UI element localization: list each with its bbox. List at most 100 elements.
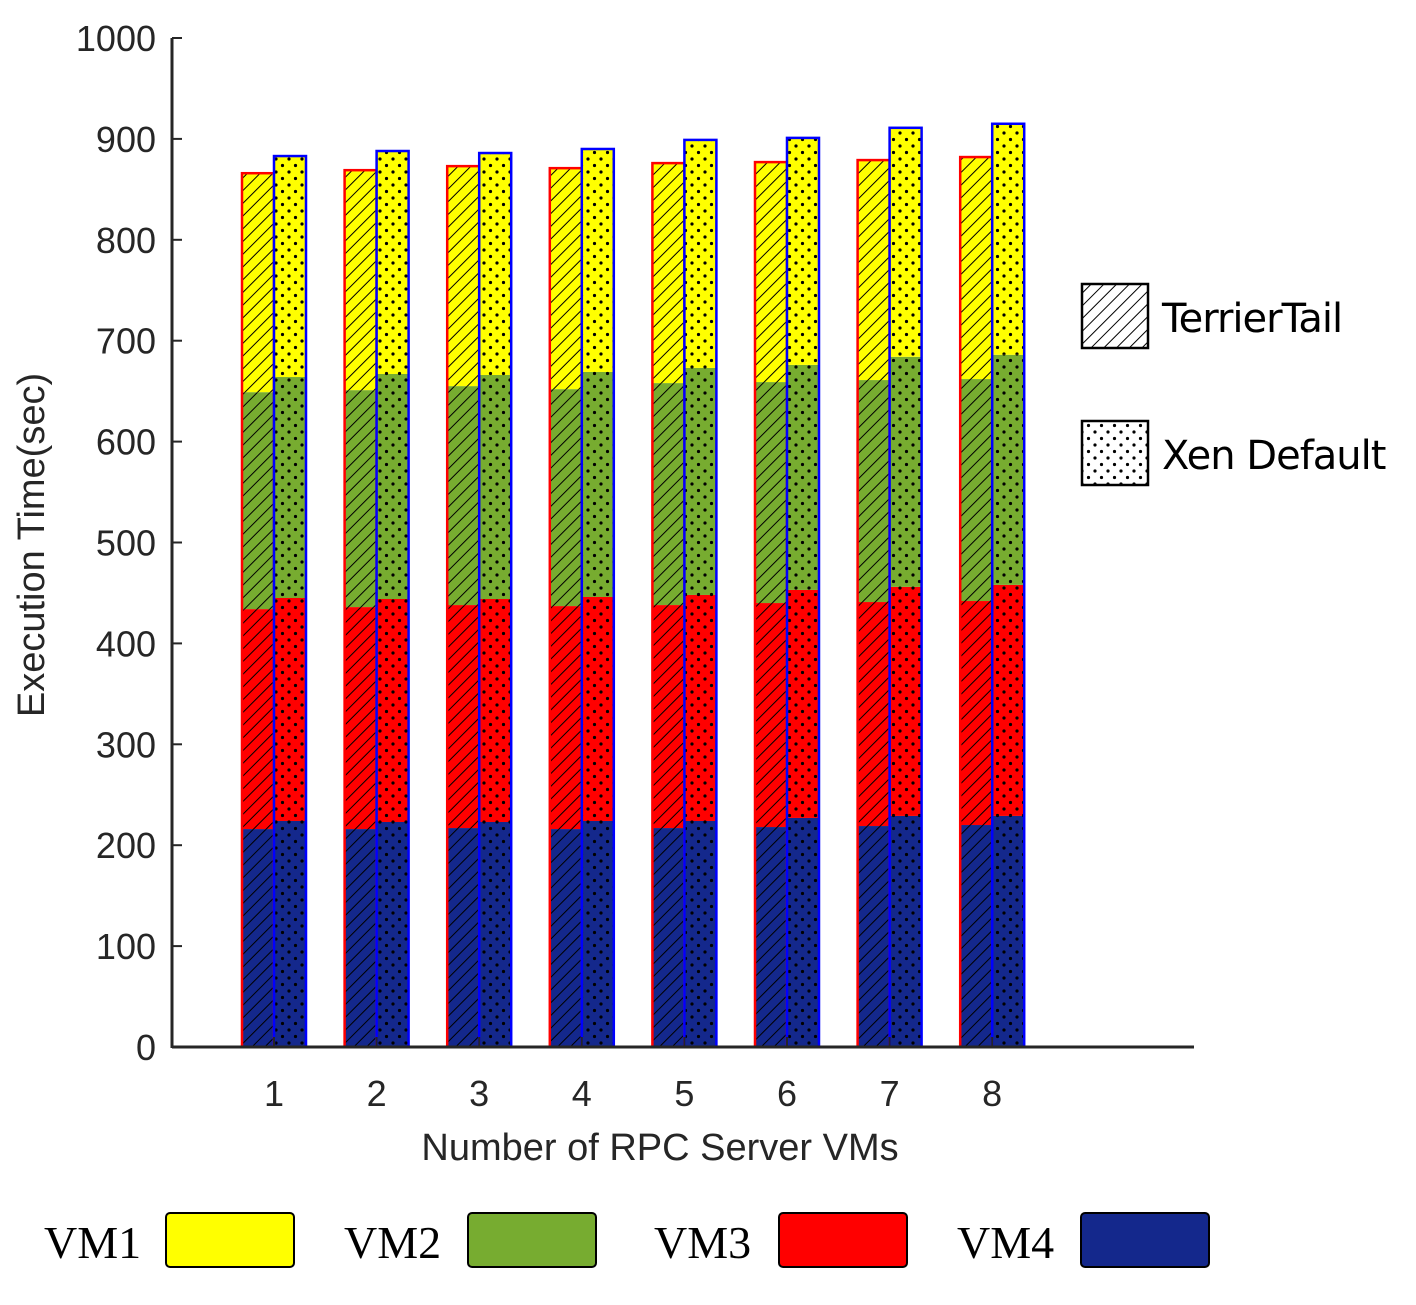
bar-pattern-vm2 [684,367,717,595]
y-axis-title: Execution Time(sec) [11,373,53,717]
bar-pattern-vm1 [960,157,993,380]
bar-pattern-vm2 [447,386,480,606]
legend-label: Xen Default [1162,433,1386,479]
legend-label: TerrierTail [1161,296,1342,342]
x-tick-label: 6 [777,1073,797,1114]
bar-pattern-vm2 [274,377,306,598]
bar-pattern-vm3 [992,584,1025,816]
bar-pattern-vm4 [242,829,274,1047]
bar-pattern-vm1 [652,163,685,384]
bar-pattern-vm4 [549,829,582,1047]
legend-swatch-vm2 [467,1212,597,1268]
bar-pattern-vm2 [479,375,512,600]
bar-pattern-vm4 [992,815,1025,1047]
bar-pattern-vm4 [684,820,717,1047]
legend-swatch-vm1 [165,1212,295,1268]
bar-pattern-vm3 [857,602,890,827]
bar-pattern-vm1 [549,168,582,390]
bar-pattern-vm3 [242,609,274,830]
y-tick-label: 1000 [76,18,156,59]
legend-label: VM3 [654,1217,751,1268]
y-tick-label: 700 [96,321,156,362]
bar-pattern-vm3 [755,603,787,828]
y-tick-label: 900 [96,119,156,160]
x-tick-label: 8 [982,1073,1002,1114]
bar-pattern-vm2 [992,354,1025,585]
bar-pattern-vm2 [652,383,685,606]
bar-pattern-vm3 [274,597,306,821]
bar-pattern-vm3 [447,605,480,829]
bar-pattern-vm4 [479,821,512,1047]
bar-pattern-vm1 [447,166,480,387]
legend-swatch-vm3 [778,1212,908,1268]
x-tick-label: 2 [367,1073,387,1114]
legend-swatch-vm4 [1080,1212,1210,1268]
y-tick-label: 800 [96,220,156,261]
y-tick-label: 400 [96,623,156,664]
bar-pattern-vm4 [376,821,409,1047]
bars-layer [240,122,1026,1049]
y-tick-label: 0 [136,1027,156,1068]
bar-pattern-vm1 [376,151,409,374]
legend-swatch-dots [1080,419,1150,487]
x-tick-label: 1 [264,1073,284,1114]
legend-label: VM4 [957,1217,1054,1268]
y-ticks: 0 100 200 300 400 500 600 700 800 900 1000 [76,18,182,1068]
x-tick-label: 3 [469,1073,489,1114]
bar-pattern-vm4 [960,825,993,1047]
bar-pattern-vm3 [581,596,614,821]
bar-pattern-vm3 [344,607,377,830]
y-tick-label: 200 [96,825,156,866]
bar-pattern-vm2 [960,379,993,602]
bar-pattern-vm2 [242,392,274,610]
bar-pattern-vm4 [889,815,922,1047]
pattern-legend: TerrierTail Xen Default [1080,282,1387,487]
x-ticks: 1 2 3 4 5 6 7 8 [264,1037,1002,1114]
bar-pattern-vm2 [857,380,890,603]
bar-pattern-vm2 [889,356,922,587]
bar-pattern-vm4 [274,820,306,1047]
bar-pattern-vm2 [787,364,819,590]
bar-pattern-vm1 [242,173,274,393]
y-tick-label: 500 [96,523,156,564]
legend-label: VM1 [44,1217,141,1268]
bar-pattern-vm1 [889,127,922,357]
bar-pattern-vm4 [344,829,377,1047]
y-tick-label: 100 [96,926,156,967]
bar-pattern-vm3 [684,594,717,821]
bar-pattern-vm1 [857,160,890,381]
bar-pattern-vm3 [376,599,409,822]
x-tick-label: 7 [880,1073,900,1114]
bar-pattern-vm4 [787,817,819,1047]
bar-pattern-vm4 [581,820,614,1047]
bar-pattern-vm2 [581,371,614,597]
bar-pattern-vm1 [344,170,377,391]
color-legend: VM1 VM2 VM3 VM4 [44,1212,1210,1268]
legend-swatch-hatch [1080,282,1150,350]
bar-pattern-vm3 [889,586,922,816]
bar-pattern-vm2 [376,373,409,600]
x-tick-label: 4 [572,1073,592,1114]
bar-pattern-vm1 [755,162,787,383]
bar-pattern-vm4 [652,828,685,1047]
y-tick-label: 600 [96,422,156,463]
bar-pattern-vm2 [344,390,377,608]
bar-pattern-vm2 [549,389,582,607]
bar-pattern-vm1 [684,139,717,368]
bar-pattern-vm3 [787,589,819,818]
bar-pattern-vm3 [652,605,685,829]
bar-pattern-vm3 [549,606,582,830]
bar-pattern-vm4 [755,827,787,1047]
bar-pattern-vm1 [581,148,614,372]
x-axis-title: Number of RPC Server VMs [421,1127,898,1169]
bar-pattern-vm1 [992,123,1025,355]
legend-label: VM2 [344,1217,441,1268]
bar-pattern-vm1 [479,153,512,376]
y-tick-label: 300 [96,724,156,765]
bar-pattern-vm1 [787,137,819,365]
bar-pattern-vm4 [857,826,890,1047]
bar-pattern-vm1 [274,156,306,378]
bar-pattern-vm4 [447,828,480,1047]
